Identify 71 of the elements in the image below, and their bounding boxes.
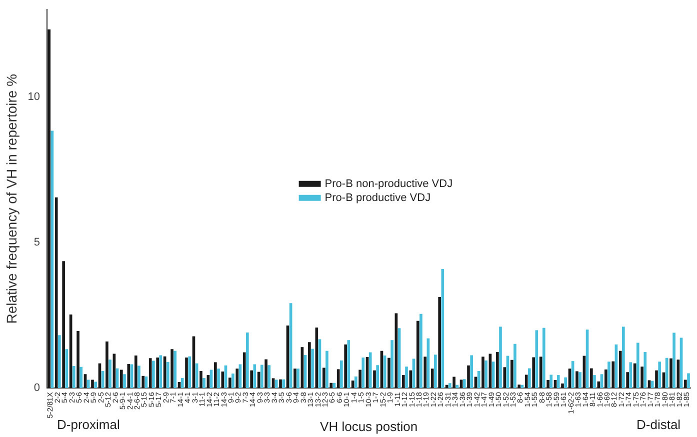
bar — [556, 375, 560, 388]
bar — [362, 358, 365, 388]
bar — [232, 374, 234, 388]
bar — [108, 360, 112, 388]
bar — [340, 360, 343, 388]
bar — [636, 342, 640, 388]
bar — [376, 365, 379, 388]
legend-label: Pro-B productive VDJ — [324, 192, 431, 204]
bar — [217, 368, 220, 388]
bar — [274, 380, 278, 388]
legend-label: Pro-B non-productive VDJ — [324, 178, 453, 190]
bar — [86, 380, 90, 388]
bar — [420, 314, 422, 388]
bar — [152, 360, 155, 388]
bar — [58, 335, 61, 388]
bar — [166, 362, 170, 388]
bar — [608, 362, 610, 388]
bar — [672, 332, 676, 388]
bar — [644, 352, 647, 388]
bar — [282, 379, 285, 388]
bar — [470, 355, 473, 388]
bar — [622, 326, 625, 388]
bar — [368, 352, 372, 388]
bar — [535, 330, 538, 388]
text: D-proximal — [57, 417, 120, 432]
bar — [72, 366, 76, 388]
y-tick-label: 5 — [34, 236, 40, 249]
bar — [658, 362, 661, 388]
bar — [593, 375, 596, 388]
bar — [499, 326, 502, 388]
bar — [188, 356, 191, 388]
bar — [296, 368, 300, 388]
y-axis-title: Relative frequency of VH in repertoire % — [3, 74, 20, 324]
bar — [65, 349, 68, 388]
bar — [354, 376, 358, 388]
bar — [564, 377, 567, 388]
bar — [578, 372, 582, 388]
bar — [687, 373, 690, 388]
bar — [528, 368, 531, 388]
bar — [650, 380, 654, 388]
bar — [94, 382, 97, 388]
bar — [159, 355, 162, 388]
bar — [268, 365, 271, 388]
bar — [311, 348, 314, 388]
bar — [484, 360, 488, 388]
bar — [326, 350, 328, 388]
bar — [441, 269, 444, 388]
y-tick-label: 0 — [34, 382, 40, 394]
bar — [253, 364, 256, 388]
bar — [550, 374, 553, 388]
bar — [629, 362, 632, 388]
bar — [405, 366, 408, 388]
bar — [174, 350, 177, 388]
bar — [456, 384, 459, 388]
bar — [123, 374, 126, 388]
bar — [347, 340, 350, 388]
bar — [180, 378, 184, 388]
y-tick-label: 10 — [28, 90, 40, 103]
bar — [434, 354, 437, 388]
bar — [390, 340, 394, 388]
bar — [138, 366, 140, 388]
text: D-distal — [636, 417, 681, 432]
bar — [448, 383, 452, 388]
bar — [462, 379, 466, 388]
bar — [246, 332, 249, 388]
bar — [80, 366, 83, 388]
bar — [542, 328, 546, 388]
bar — [260, 364, 264, 388]
x-axis-title: VH locus postion — [320, 418, 418, 434]
bar — [514, 344, 516, 388]
bar — [202, 378, 206, 388]
